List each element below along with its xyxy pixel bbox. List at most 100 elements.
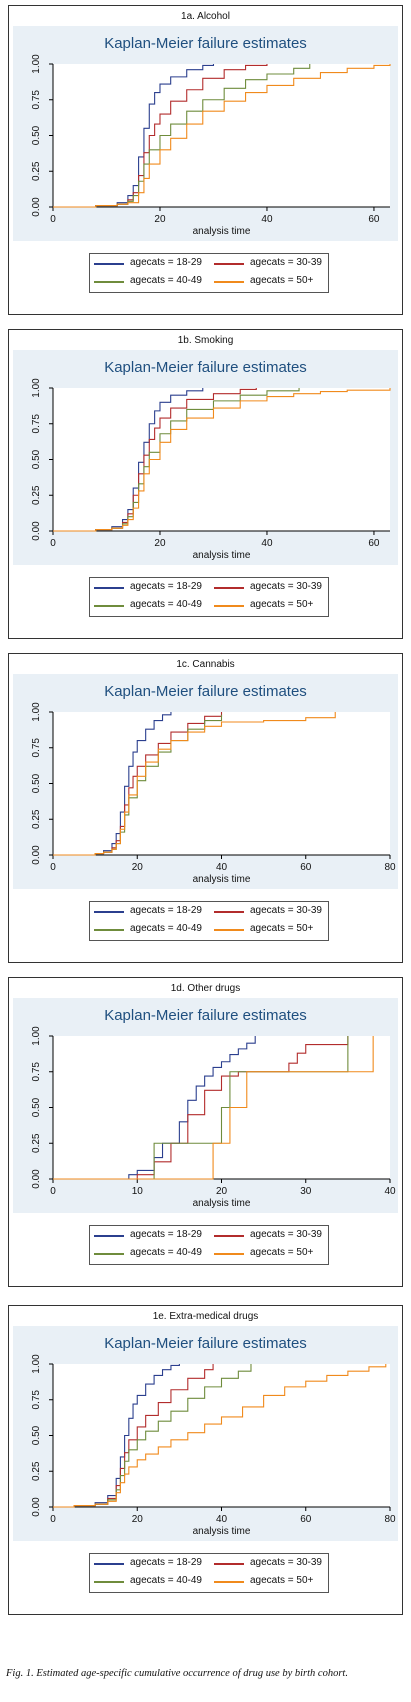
km-chart-svg: Kaplan-Meier failure estimates 0.00 0.25 0.… xyxy=(31,359,391,561)
y-tick-label: 0.75 xyxy=(31,738,42,758)
legend-swatch xyxy=(214,929,244,931)
series-line-50+ xyxy=(53,64,391,208)
series-line-18-29 xyxy=(53,64,215,208)
x-axis-label: analysis time xyxy=(193,1198,251,1209)
legend-swatch xyxy=(214,911,244,913)
y-tick-label: 1.00 xyxy=(31,54,42,74)
x-tick-label: 40 xyxy=(261,538,273,549)
x-tick-label: 10 xyxy=(132,1186,144,1197)
legend-item: agecats = 18-29 xyxy=(90,1227,208,1245)
y-tick-label: 0.50 xyxy=(31,449,42,469)
legend-swatch xyxy=(94,1581,124,1583)
x-tick-label: 80 xyxy=(384,1514,396,1525)
x-tick-label: 60 xyxy=(368,214,380,225)
y-tick-label: 0.50 xyxy=(31,1425,42,1445)
legend-item: agecats = 50+ xyxy=(210,921,328,939)
x-tick-label: 60 xyxy=(368,538,380,549)
legend-swatch xyxy=(94,263,124,265)
x-tick-label: 20 xyxy=(154,214,166,225)
legend-swatch xyxy=(94,1253,124,1255)
legend-item: agecats = 50+ xyxy=(210,597,328,615)
chart-title: Kaplan-Meier failure estimates xyxy=(104,683,307,700)
y-tick-label: 0.25 xyxy=(31,485,42,505)
legend-label: agecats = 30-39 xyxy=(250,905,322,916)
chart-title: Kaplan-Meier failure estimates xyxy=(104,35,307,52)
legend-swatch xyxy=(214,281,244,283)
series-line-50+ xyxy=(53,1036,374,1180)
legend-label: agecats = 30-39 xyxy=(250,1557,322,1568)
legend-swatch xyxy=(214,1563,244,1565)
y-tick-label: 0.00 xyxy=(31,1497,42,1517)
legend-label: agecats = 50+ xyxy=(250,275,314,286)
y-tick-label: 0.25 xyxy=(31,161,42,181)
x-tick-label: 20 xyxy=(216,1186,228,1197)
legend-label: agecats = 50+ xyxy=(250,599,314,610)
y-tick-label: 1.00 xyxy=(31,1026,42,1046)
series-line-18-29 xyxy=(53,712,172,856)
legend-item: agecats = 18-29 xyxy=(90,579,208,597)
y-tick-label: 0.75 xyxy=(31,1062,42,1082)
x-tick-label: 0 xyxy=(50,214,56,225)
km-chart-svg: Kaplan-Meier failure estimates 0.00 0.25 0.… xyxy=(31,1335,396,1537)
legend-item: agecats = 18-29 xyxy=(90,255,208,273)
legend-label: agecats = 50+ xyxy=(250,1247,314,1258)
chart-panel: 1e. Extra-medical drugs Kaplan-Meier fail… xyxy=(8,1305,403,1615)
legend-item: agecats = 18-29 xyxy=(90,1555,208,1573)
legend-item: agecats = 30-39 xyxy=(210,1555,328,1573)
x-tick-label: 20 xyxy=(154,538,166,549)
series-line-50+ xyxy=(53,388,391,532)
y-tick-label: 0.00 xyxy=(31,1169,42,1189)
chart-panel: 1a. Alcohol Kaplan-Meier failure estimate… xyxy=(8,5,403,315)
legend-label: agecats = 50+ xyxy=(250,1575,314,1586)
legend-item: agecats = 40-49 xyxy=(90,1245,208,1263)
y-tick-label: 0.75 xyxy=(31,90,42,110)
legend: agecats = 18-29 agecats = 30-39 agecats = … xyxy=(89,253,329,293)
legend: agecats = 18-29 agecats = 30-39 agecats = … xyxy=(89,577,329,617)
x-tick-label: 40 xyxy=(384,1186,396,1197)
y-tick-label: 0.50 xyxy=(31,773,42,793)
legend-swatch xyxy=(94,929,124,931)
legend-swatch xyxy=(94,281,124,283)
legend-label: agecats = 18-29 xyxy=(130,1229,202,1240)
chart-title: Kaplan-Meier failure estimates xyxy=(104,359,307,376)
legend-swatch xyxy=(214,1581,244,1583)
km-chart-svg: Kaplan-Meier failure estimates 0.00 0.25 0.… xyxy=(31,35,391,237)
figure-caption: Fig. 1. Estimated age-specific cumulativ… xyxy=(6,1668,348,1679)
legend-item: agecats = 18-29 xyxy=(90,903,208,921)
legend-label: agecats = 40-49 xyxy=(130,599,202,610)
y-tick-label: 0.50 xyxy=(31,125,42,145)
legend-item: agecats = 40-49 xyxy=(90,1573,208,1591)
x-tick-label: 20 xyxy=(132,1514,144,1525)
legend-item: agecats = 30-39 xyxy=(210,903,328,921)
series-line-50+ xyxy=(53,1364,387,1508)
panel-caption: 1a. Alcohol xyxy=(181,11,230,22)
legend-swatch xyxy=(214,1253,244,1255)
x-tick-label: 40 xyxy=(261,214,273,225)
legend-swatch xyxy=(214,605,244,607)
legend-swatch xyxy=(94,1563,124,1565)
chart-panel: 1c. Cannabis Kaplan-Meier failure estimat… xyxy=(8,653,403,963)
km-chart-svg: Kaplan-Meier failure estimates 0.00 0.25 0.… xyxy=(31,1007,396,1209)
y-tick-label: 1.00 xyxy=(31,378,42,398)
legend-swatch xyxy=(94,605,124,607)
series-line-18-29 xyxy=(53,1036,256,1180)
panel-caption: 1d. Other drugs xyxy=(170,983,241,994)
legend-label: agecats = 40-49 xyxy=(130,1575,202,1586)
x-tick-label: 60 xyxy=(300,1514,312,1525)
x-tick-label: 0 xyxy=(50,1514,56,1525)
y-tick-label: 0.00 xyxy=(31,521,42,541)
y-tick-label: 0.75 xyxy=(31,1390,42,1410)
legend-swatch xyxy=(94,587,124,589)
legend-label: agecats = 40-49 xyxy=(130,275,202,286)
y-tick-label: 0.25 xyxy=(31,809,42,829)
chart-panel: 1d. Other drugs Kaplan-Meier failure esti… xyxy=(8,977,403,1287)
legend-item: agecats = 50+ xyxy=(210,273,328,291)
chart-title: Kaplan-Meier failure estimates xyxy=(104,1007,307,1024)
x-tick-label: 60 xyxy=(300,862,312,873)
legend-item: agecats = 40-49 xyxy=(90,273,208,291)
x-tick-label: 80 xyxy=(384,862,396,873)
plot-region xyxy=(53,712,390,855)
y-tick-label: 1.00 xyxy=(31,702,42,722)
plot-region xyxy=(53,64,390,207)
series-line-50+ xyxy=(53,712,336,856)
